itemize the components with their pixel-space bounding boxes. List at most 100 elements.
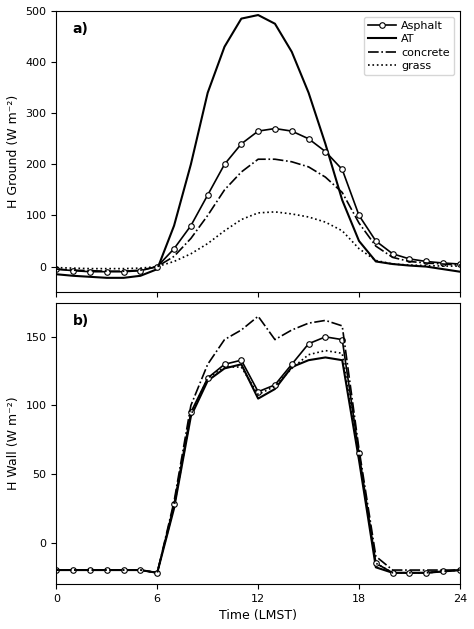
Asphalt xyxy=(155,263,160,270)
grass xyxy=(255,209,261,216)
Asphalt xyxy=(272,125,278,132)
Asphalt xyxy=(205,191,210,199)
AT xyxy=(289,48,295,55)
Text: b): b) xyxy=(73,314,89,328)
AT xyxy=(272,20,278,28)
AT xyxy=(306,89,311,96)
AT xyxy=(137,272,143,279)
concrete xyxy=(121,267,127,275)
grass xyxy=(238,216,244,223)
grass xyxy=(423,262,429,269)
AT xyxy=(171,222,177,230)
Y-axis label: H Ground (W m⁻²): H Ground (W m⁻²) xyxy=(7,95,20,208)
concrete xyxy=(356,220,362,227)
Asphalt xyxy=(171,245,177,252)
Asphalt xyxy=(323,148,328,155)
Asphalt xyxy=(423,258,429,265)
concrete xyxy=(222,186,228,194)
AT xyxy=(87,273,93,281)
AT xyxy=(407,262,412,269)
AT xyxy=(457,268,463,276)
grass xyxy=(188,250,194,258)
AT xyxy=(423,263,429,270)
grass xyxy=(171,258,177,265)
AT xyxy=(373,258,379,265)
concrete xyxy=(440,260,446,268)
concrete xyxy=(390,253,395,261)
Asphalt xyxy=(222,160,228,168)
concrete xyxy=(155,263,160,270)
grass xyxy=(356,245,362,252)
Asphalt xyxy=(390,250,395,258)
AT xyxy=(356,237,362,245)
concrete xyxy=(255,155,261,163)
Asphalt xyxy=(238,140,244,148)
AT xyxy=(339,196,345,204)
Y-axis label: H Wall (W m⁻²): H Wall (W m⁻²) xyxy=(7,396,20,490)
Asphalt xyxy=(54,265,59,273)
AT xyxy=(255,11,261,19)
Asphalt xyxy=(188,222,194,230)
Asphalt xyxy=(137,267,143,274)
concrete xyxy=(205,212,210,220)
grass xyxy=(104,265,109,272)
AT xyxy=(188,160,194,168)
concrete xyxy=(373,242,379,250)
Asphalt xyxy=(255,127,261,135)
grass xyxy=(306,213,311,221)
concrete xyxy=(188,235,194,242)
Asphalt xyxy=(87,268,93,276)
grass xyxy=(87,265,93,272)
concrete xyxy=(137,267,143,274)
grass xyxy=(70,264,76,272)
Line: concrete: concrete xyxy=(56,159,460,271)
concrete xyxy=(238,168,244,175)
Asphalt xyxy=(121,268,127,276)
grass xyxy=(407,261,412,269)
grass xyxy=(155,263,160,270)
grass xyxy=(440,262,446,270)
Asphalt xyxy=(457,260,463,268)
concrete xyxy=(70,267,76,274)
grass xyxy=(54,264,59,271)
Asphalt xyxy=(440,259,446,267)
Asphalt xyxy=(306,135,311,143)
Asphalt xyxy=(289,127,295,135)
concrete xyxy=(87,267,93,274)
Asphalt xyxy=(407,255,412,263)
AT xyxy=(222,43,228,50)
concrete xyxy=(54,265,59,273)
Asphalt xyxy=(373,237,379,245)
concrete xyxy=(407,258,412,265)
grass xyxy=(289,210,295,218)
grass xyxy=(205,240,210,247)
Line: AT: AT xyxy=(56,15,460,278)
Text: a): a) xyxy=(73,22,88,36)
concrete xyxy=(289,158,295,165)
concrete xyxy=(104,267,109,275)
Line: Asphalt: Asphalt xyxy=(54,126,463,274)
grass xyxy=(222,227,228,235)
grass xyxy=(121,265,127,272)
grass xyxy=(373,257,379,264)
grass xyxy=(339,227,345,235)
concrete xyxy=(339,189,345,196)
AT xyxy=(440,265,446,273)
Line: grass: grass xyxy=(56,212,460,269)
Asphalt xyxy=(339,165,345,173)
grass xyxy=(272,208,278,216)
AT xyxy=(323,140,328,148)
grass xyxy=(457,262,463,270)
concrete xyxy=(457,261,463,269)
Legend: Asphalt, AT, concrete, grass: Asphalt, AT, concrete, grass xyxy=(364,16,455,75)
AT xyxy=(54,270,59,278)
Asphalt xyxy=(104,268,109,276)
concrete xyxy=(306,163,311,170)
AT xyxy=(390,260,395,268)
AT xyxy=(121,274,127,282)
AT xyxy=(205,89,210,96)
AT xyxy=(155,265,160,273)
grass xyxy=(323,218,328,226)
concrete xyxy=(171,253,177,260)
X-axis label: Time (LMST): Time (LMST) xyxy=(219,609,297,622)
